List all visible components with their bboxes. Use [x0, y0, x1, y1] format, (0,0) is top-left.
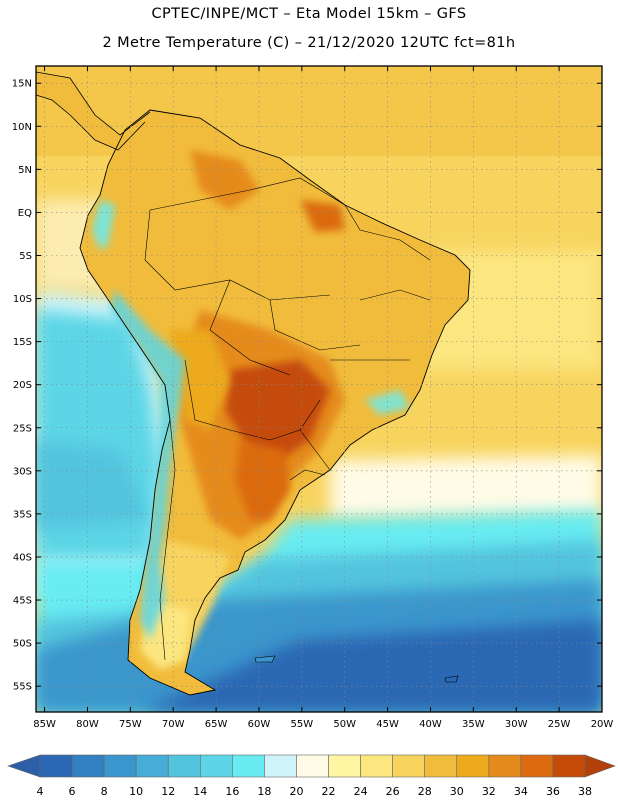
lat-label: 20S — [13, 380, 32, 391]
lat-label: 30S — [13, 466, 32, 477]
lat-label: 10N — [12, 122, 32, 133]
lat-label: 15S — [13, 337, 32, 348]
colorbar-label: 18 — [257, 785, 271, 798]
latitude-labels: 15N 10N 5N EQ 5S 10S 15S 20S 25S 30S 35S 40S 45S 50S 5… — [12, 79, 602, 693]
colorbar-label: 28 — [418, 785, 432, 798]
colorbar-label: 36 — [546, 785, 560, 798]
colorbar-label: 8 — [101, 785, 108, 798]
lon-label: 20W — [591, 719, 614, 730]
lon-label: 40W — [419, 719, 442, 730]
colorbar-label: 34 — [514, 785, 528, 798]
lat-label: 45S — [13, 596, 32, 607]
colorbar-swatch — [103, 754, 137, 778]
colorbar-label: 12 — [161, 785, 175, 798]
lon-label: 65W — [205, 719, 228, 730]
colorbar-swatch — [552, 754, 586, 778]
lat-label: 35S — [13, 509, 32, 520]
lon-label: 55W — [291, 719, 314, 730]
lon-label: 70W — [162, 719, 185, 730]
colorbar-label: 4 — [37, 785, 44, 798]
lon-label: 60W — [248, 719, 271, 730]
colorbar-label: 32 — [482, 785, 496, 798]
lat-label: 55S — [13, 682, 32, 693]
colorbar-swatch — [135, 754, 169, 778]
lon-label: 75W — [119, 719, 142, 730]
colorbar-swatch — [71, 754, 105, 778]
country-borders — [144, 177, 431, 661]
colorbar-swatch — [264, 754, 297, 778]
colorbar-label: 26 — [386, 785, 400, 798]
lat-label: 10S — [13, 294, 32, 305]
lon-label: 35W — [462, 719, 485, 730]
lat-label: 50S — [13, 639, 32, 650]
lat-label: 40S — [13, 552, 32, 563]
lon-label: 25W — [548, 719, 571, 730]
colorbar-label: 30 — [450, 785, 464, 798]
colorbar-swatch — [232, 754, 265, 778]
lon-label: 85W — [33, 719, 56, 730]
colorbar-label: 20 — [289, 785, 303, 798]
colorbar-label: 14 — [193, 785, 207, 798]
map-title-line2: 2 Metre Temperature (C) – 21/12/2020 12U… — [102, 35, 516, 51]
colorbar-label: 24 — [354, 785, 368, 798]
colorbar: 4 6 8 10 12 14 16 18 20 22 24 26 28 30 32 34 36 38 — [7, 754, 616, 798]
colorbar-label: 16 — [225, 785, 239, 798]
colorbar-label: 38 — [578, 785, 592, 798]
colorbar-swatch — [328, 754, 361, 778]
map-title-line1: CPTEC/INPE/MCT – Eta Model 15km – GFS — [151, 6, 467, 22]
colorbar-swatch — [360, 754, 393, 778]
lon-label: 50W — [333, 719, 356, 730]
colorbar-over-arrow — [584, 754, 616, 778]
colorbar-label: 22 — [322, 785, 336, 798]
lat-label: 25S — [13, 423, 32, 434]
colorbar-swatch — [392, 754, 426, 778]
lat-label: EQ — [18, 208, 32, 219]
colorbar-swatch — [456, 754, 490, 778]
colorbar-swatch — [296, 754, 329, 778]
map-frame — [35, 65, 603, 713]
lon-label: 80W — [76, 719, 99, 730]
temperature-field — [36, 66, 602, 712]
lat-label: 15N — [12, 79, 32, 90]
colorbar-label: 6 — [69, 785, 76, 798]
central-america-land — [36, 72, 150, 150]
colorbar-swatch — [424, 754, 458, 778]
longitude-labels: 85W 80W 75W 70W 65W 60W 55W 50W 45W 40W 35W 30W 25W 2… — [33, 66, 613, 730]
lon-label: 45W — [376, 719, 399, 730]
colorbar-swatch — [199, 754, 233, 778]
lat-label: 5N — [18, 165, 32, 176]
colorbar-swatch — [167, 754, 201, 778]
colorbar-swatch — [39, 754, 73, 778]
colorbar-label: 10 — [129, 785, 143, 798]
colorbar-under-arrow — [7, 754, 41, 778]
colorbar-swatch — [488, 754, 522, 778]
lon-label: 30W — [505, 719, 528, 730]
lat-label: 5S — [19, 251, 32, 262]
colorbar-swatch — [520, 754, 554, 778]
